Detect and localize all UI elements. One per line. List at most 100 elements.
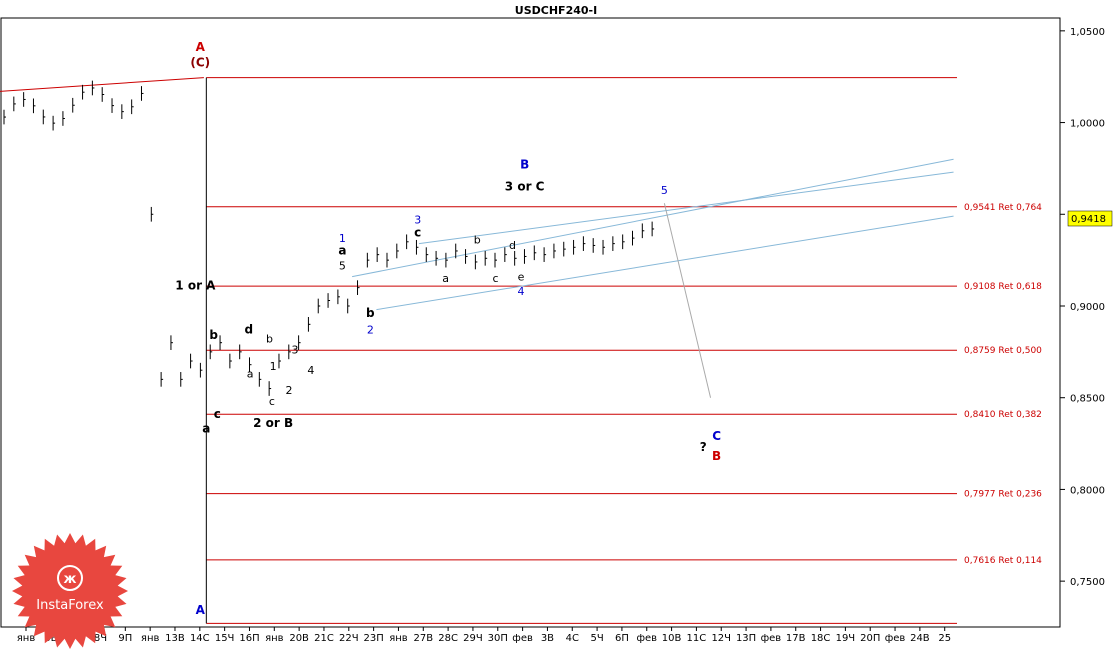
x-tick-label: фев — [761, 633, 782, 644]
x-tick-label: янв — [389, 633, 408, 644]
current-price-box — [1067, 210, 1113, 227]
wave-label: b — [266, 333, 273, 346]
x-tick-label: 16П — [239, 633, 259, 644]
y-tick-label: 1,0000 — [1070, 119, 1105, 130]
channel-lines — [0, 77, 954, 398]
wave-label: d — [509, 239, 516, 252]
wave-label: c — [492, 272, 498, 285]
wave-label: b — [209, 328, 218, 342]
x-tick-label: 6П — [615, 633, 629, 644]
price-bars — [3, 80, 655, 396]
x-tick-label: 14С — [190, 633, 210, 644]
y-tick-label: 0,8000 — [1070, 485, 1105, 496]
wave-label: A — [196, 40, 206, 54]
y-tick-label: 1,0500 — [1070, 27, 1105, 38]
channel-upper — [352, 158, 954, 278]
x-tick-label: 28С — [438, 633, 458, 644]
wave-label: 1 — [270, 360, 277, 373]
x-tick-label: 27В — [413, 633, 433, 644]
y-tick-label: 0,7500 — [1070, 577, 1105, 588]
instaforex-logo: ж InstaForex — [12, 533, 128, 649]
wave-label: a — [202, 422, 210, 436]
x-tick-label: 18С — [811, 633, 831, 644]
current-price-tag: 0,9418 — [1067, 210, 1113, 227]
wave-label: c — [214, 407, 221, 421]
x-tick-label: 13П — [736, 633, 756, 644]
x-tick-label: янв — [141, 633, 160, 644]
wave-label: 2 — [285, 384, 292, 397]
wave-label: (C) — [190, 56, 210, 70]
wave-label: d — [245, 323, 254, 337]
projection-line — [663, 203, 712, 398]
x-tick-label: 12Ч — [711, 633, 731, 644]
x-tick-label: 13В — [165, 633, 185, 644]
watermark-text: InstaForex — [36, 598, 104, 613]
current-price-label: 0,9418 — [1071, 214, 1106, 225]
x-tick-label: 21С — [314, 633, 334, 644]
x-tick-label: янв — [265, 633, 284, 644]
x-tick-label: 4С — [566, 633, 579, 644]
y-axis: 1,05001,00000,95000,90000,85000,80000,75… — [1060, 27, 1105, 588]
wave-label: B — [712, 449, 721, 463]
wave-label: C — [712, 429, 721, 443]
x-tick-label: фев — [512, 633, 533, 644]
x-tick-label: 19Ч — [836, 633, 856, 644]
wave-label: 3 — [414, 213, 421, 226]
x-tick-label: 10В — [662, 633, 682, 644]
fib-levels: 0,9541 Ret 0,764 0,9108 Ret 0,618 0,8759 R… — [205, 77, 1042, 624]
fib-label: 0,7977 Ret 0,236 — [964, 490, 1042, 500]
wave-label: A — [196, 603, 206, 617]
wave-label: a — [247, 368, 254, 381]
wave-label: 1 — [339, 232, 346, 245]
wave-label: 3 or C — [505, 179, 545, 193]
x-axis: янв6В7С8Ч9Пянв13В14С15Ч16Пянв20В21С22Ч23… — [17, 627, 951, 644]
x-tick-label: 30П — [488, 633, 508, 644]
wave-label: 4 — [518, 285, 525, 298]
x-tick-label: 20П — [860, 633, 880, 644]
x-tick-label: 23П — [363, 633, 383, 644]
logo-badge — [57, 565, 83, 591]
x-tick-label: 11С — [687, 633, 707, 644]
x-tick-label: янв — [17, 633, 36, 644]
x-tick-label: фев — [885, 633, 906, 644]
channel-lower — [376, 215, 954, 311]
x-tick-label: 22Ч — [339, 633, 359, 644]
wave-label: a — [442, 272, 449, 285]
fib-label: 0,8410 Ret 0,382 — [964, 410, 1042, 420]
x-tick-label: 15Ч — [215, 633, 235, 644]
wave-label: 5 — [339, 259, 346, 272]
logo-glyph: ж — [64, 572, 77, 587]
y-tick-label: 0,9000 — [1070, 302, 1105, 313]
x-tick-label: 29Ч — [463, 633, 483, 644]
wave-label: 1 or A — [175, 278, 216, 292]
plot-frame — [0, 17, 1061, 628]
fib-label: 0,7616 Ret 0,114 — [964, 556, 1042, 566]
wave-label: 2 — [367, 324, 374, 337]
wave-label: b — [474, 234, 481, 247]
wave-label: c — [414, 225, 421, 239]
x-tick-label: фев — [636, 633, 657, 644]
wave-label: 2 or B — [253, 416, 293, 430]
x-tick-label: 17В — [786, 633, 806, 644]
x-tick-label: 25 — [938, 633, 951, 644]
wave-label: b — [366, 306, 375, 320]
y-tick-label: 0,8500 — [1070, 394, 1105, 405]
wave-label: ? — [700, 440, 707, 454]
wave-label: c — [269, 395, 275, 408]
chart-title: USDCHF240-I — [515, 4, 597, 17]
x-tick-label: 3В — [541, 633, 554, 644]
fib-label: 0,9541 Ret 0,764 — [964, 203, 1042, 213]
trend-line — [0, 77, 204, 92]
x-tick-label: 20В — [289, 633, 309, 644]
channel-middle — [418, 171, 954, 245]
wave-label: 3 — [292, 344, 299, 357]
wave-label: e — [518, 270, 525, 283]
x-tick-label: 24В — [910, 633, 930, 644]
x-tick-label: 8Ч — [94, 633, 107, 644]
wave-label: a — [338, 244, 346, 258]
fib-label: 0,9108 Ret 0,618 — [964, 282, 1042, 292]
wave-label: B — [520, 157, 529, 171]
fib-label: 0,8759 Ret 0,500 — [964, 346, 1042, 356]
x-tick-label: 5Ч — [590, 633, 603, 644]
wave-label: 4 — [307, 364, 314, 377]
